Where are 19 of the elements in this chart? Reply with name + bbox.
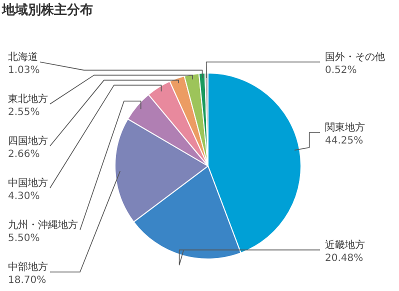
chart-title: 地域別株主分布 xyxy=(1,2,93,18)
data-label: 2.66% xyxy=(8,149,40,160)
data-label: 1.03% xyxy=(8,65,40,76)
slice-label: 近畿地方 xyxy=(325,238,365,251)
data-label: 5.50% xyxy=(8,233,40,244)
slice-label: 四国地方 xyxy=(8,135,48,147)
data-label: 0.52% xyxy=(325,65,357,76)
slice-label: 九州・沖縄地方 xyxy=(8,219,78,231)
slice-label: 関東地方 xyxy=(325,122,365,134)
slice-label: 中国地方 xyxy=(8,177,48,189)
slice-label: 国外・その他 xyxy=(325,51,385,63)
data-label: 44.25% xyxy=(325,136,364,147)
data-label: 18.70% xyxy=(8,275,46,286)
slice-label: 東北地方 xyxy=(8,93,48,105)
data-label: 2.55% xyxy=(8,107,40,118)
slice-label: 北海道 xyxy=(8,51,38,63)
slice-label: 中部地方 xyxy=(8,261,48,273)
data-label: 4.30% xyxy=(8,191,40,202)
data-label: 20.48% xyxy=(325,252,364,264)
